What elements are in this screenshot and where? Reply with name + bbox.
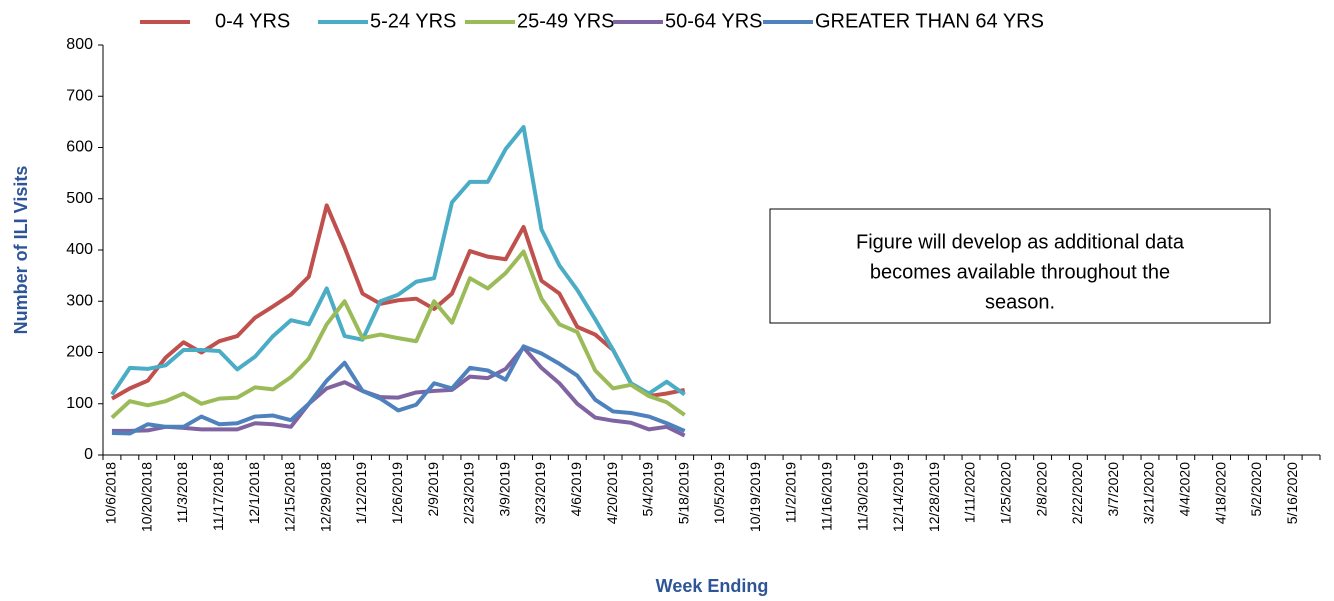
y-tick-label: 400 xyxy=(66,241,93,258)
annotation-line: Figure will develop as additional data xyxy=(856,231,1185,253)
x-axis-title: Week Ending xyxy=(656,576,769,596)
x-tick-label: 5/18/2019 xyxy=(675,462,691,524)
series-line xyxy=(111,344,686,436)
x-tick-label: 3/23/2019 xyxy=(532,462,548,524)
x-tick-label: 10/5/2019 xyxy=(711,462,727,524)
x-tick-label: 11/3/2018 xyxy=(174,462,190,523)
x-tick-label: 1/25/2020 xyxy=(998,462,1014,524)
x-tick-label: 4/6/2019 xyxy=(568,462,584,517)
x-tick-label: 2/22/2020 xyxy=(1069,462,1085,524)
y-tick-label: 600 xyxy=(66,139,93,156)
y-tick-label: 700 xyxy=(66,87,93,104)
x-tick-label: 10/20/2018 xyxy=(138,462,154,532)
x-tick-label: 3/21/2020 xyxy=(1141,462,1157,524)
x-tick-label: 11/16/2019 xyxy=(819,462,835,531)
y-tick-label: 800 xyxy=(66,36,93,53)
x-tick-label: 5/16/2020 xyxy=(1284,462,1300,524)
series-line xyxy=(110,249,686,420)
x-tick-label: 4/20/2019 xyxy=(604,462,620,524)
x-tick-label: 2/23/2019 xyxy=(461,462,477,524)
annotation-box xyxy=(769,208,1271,324)
annotation-line: becomes available throughout the xyxy=(870,261,1170,283)
x-tick-label: 2/9/2019 xyxy=(425,462,441,517)
legend-label: 25-49 YRS xyxy=(517,10,614,32)
x-tick-label: 4/18/2020 xyxy=(1212,462,1228,524)
x-tick-label: 12/28/2019 xyxy=(926,462,942,532)
x-tick-label: 1/12/2019 xyxy=(353,462,369,524)
x-tick-label: 11/17/2018 xyxy=(210,462,226,531)
x-tick-label: 1/26/2019 xyxy=(389,462,405,524)
x-tick-label: 11/30/2019 xyxy=(854,462,870,531)
x-tick-label: 4/4/2020 xyxy=(1176,462,1192,517)
y-axis-title: Number of ILI Visits xyxy=(11,166,31,335)
legend-label: 0-4 YRS xyxy=(215,10,290,32)
series-line xyxy=(110,203,686,401)
x-tick-label: 1/11/2020 xyxy=(962,462,978,523)
x-tick-label: 12/1/2018 xyxy=(246,462,262,524)
y-tick-label: 300 xyxy=(66,292,93,309)
x-tick-label: 12/15/2018 xyxy=(282,462,298,532)
x-tick-label: 12/29/2018 xyxy=(317,462,333,532)
x-tick-label: 5/2/2020 xyxy=(1248,462,1264,517)
series-line xyxy=(110,125,686,397)
y-tick-label: 200 xyxy=(66,344,93,361)
annotation-line: season. xyxy=(985,291,1055,313)
x-tick-label: 3/7/2020 xyxy=(1105,462,1121,517)
legend-label: 5-24 YRS xyxy=(370,10,456,32)
x-tick-label: 12/14/2019 xyxy=(890,462,906,532)
y-tick-label: 0 xyxy=(84,446,93,463)
x-tick-label: 10/6/2018 xyxy=(103,462,119,524)
x-tick-label: 10/19/2019 xyxy=(747,462,763,532)
legend-label: 50-64 YRS xyxy=(665,10,762,32)
series-line xyxy=(111,345,686,438)
y-tick-label: 500 xyxy=(66,190,93,207)
x-tick-label: 2/8/2020 xyxy=(1033,462,1049,517)
x-tick-label: 3/9/2019 xyxy=(496,462,512,517)
x-tick-label: 5/4/2019 xyxy=(640,462,656,517)
x-tick-label: 11/2/2019 xyxy=(783,462,799,523)
y-tick-label: 100 xyxy=(66,395,93,412)
legend-label: GREATER THAN 64 YRS xyxy=(815,10,1044,32)
